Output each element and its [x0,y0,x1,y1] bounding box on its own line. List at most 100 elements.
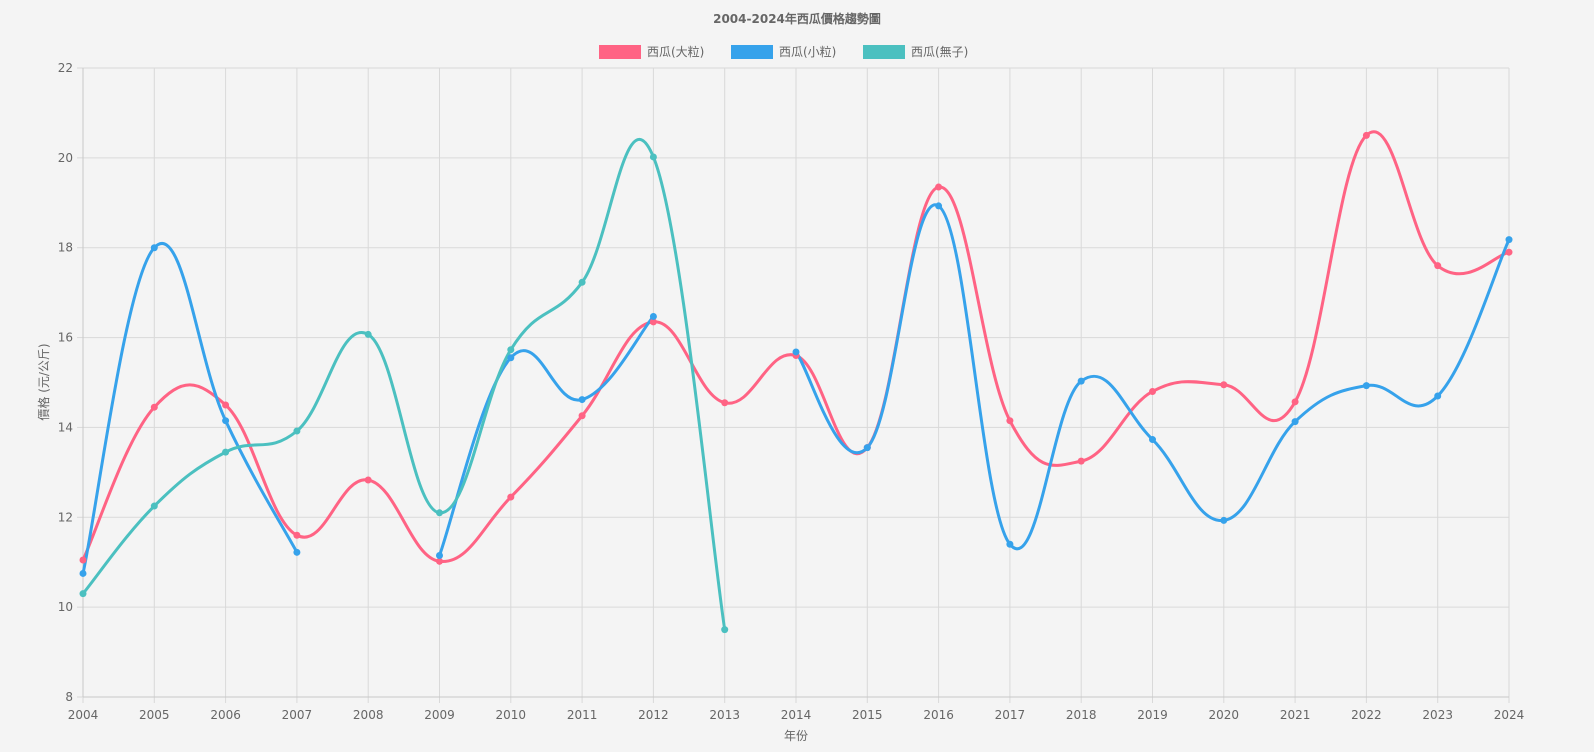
legend-swatch [599,45,641,59]
legend-label: 西瓜(無子) [911,44,968,59]
x-tick-label: 2019 [1137,708,1168,722]
data-point[interactable] [792,348,800,356]
x-tick-label: 2008 [353,708,384,722]
x-tick-label: 2007 [282,708,313,722]
x-tick-label: 2012 [638,708,669,722]
y-tick-label: 20 [58,151,73,165]
legend-swatch [731,45,773,59]
data-point[interactable] [293,531,301,539]
data-point[interactable] [79,556,87,564]
data-point[interactable] [578,396,586,404]
series-line [438,314,655,557]
data-point[interactable] [1505,248,1513,256]
y-axis-title: 價格 (元/公斤) [36,343,51,420]
legend: 西瓜(大粒) 西瓜(小粒) 西瓜(無子) [599,44,968,59]
y-tick-label: 8 [65,690,73,704]
data-point[interactable] [293,548,301,556]
data-point[interactable] [222,401,230,409]
data-point[interactable] [1149,387,1156,395]
series-line [794,203,1511,550]
grid [77,67,1510,703]
data-point[interactable] [507,354,515,362]
legend-item[interactable]: 西瓜(大粒) [599,44,704,59]
legend-swatch [863,45,905,59]
data-point[interactable] [721,399,729,407]
y-tick-label: 12 [58,510,73,524]
series-line [81,137,727,632]
data-point[interactable] [507,493,515,501]
data-point[interactable] [1505,236,1513,244]
data-point[interactable] [1220,516,1228,524]
x-axis-title: 年份 [784,729,808,743]
data-point[interactable] [79,590,87,598]
x-tick-label: 2009 [424,708,455,722]
data-point[interactable] [293,427,301,435]
data-point[interactable] [935,202,943,210]
x-tick-label: 2022 [1351,708,1382,722]
x-tick-label: 2005 [139,708,170,722]
data-point[interactable] [222,448,230,456]
data-point[interactable] [1291,398,1299,406]
x-tick-label: 2018 [1066,708,1097,722]
x-tick-label: 2013 [709,708,740,722]
data-point[interactable] [150,403,158,411]
legend-label: 西瓜(大粒) [647,44,704,59]
series-points [79,131,1513,634]
data-point[interactable] [150,244,158,252]
y-axis-ticks: 8 10 12 14 16 18 20 22 [58,61,73,704]
data-point[interactable] [222,417,230,425]
x-tick-label: 2021 [1280,708,1311,722]
data-point[interactable] [1220,381,1228,389]
data-point[interactable] [364,330,372,338]
data-point[interactable] [507,346,515,354]
data-point[interactable] [1077,377,1085,385]
data-point[interactable] [1006,540,1014,548]
data-point[interactable] [935,183,943,191]
x-tick-label: 2023 [1422,708,1453,722]
data-point[interactable] [364,476,372,484]
data-point[interactable] [436,551,443,559]
data-point[interactable] [649,318,657,326]
data-point[interactable] [721,626,729,634]
x-axis-ticks: 2004 2005 2006 2007 2008 2009 2010 2011 2012 2013… [68,708,1525,722]
legend-label: 西瓜(小粒) [779,44,836,59]
series-line [81,242,299,575]
data-point[interactable] [1362,131,1370,139]
x-tick-label: 2024 [1494,708,1525,722]
data-point[interactable] [863,444,871,452]
legend-item[interactable]: 西瓜(小粒) [731,44,836,59]
y-tick-label: 18 [58,241,73,255]
data-point[interactable] [79,569,87,577]
data-point[interactable] [436,509,443,517]
data-point[interactable] [1291,418,1299,426]
x-tick-label: 2015 [852,708,883,722]
data-point[interactable] [1006,417,1014,425]
y-tick-label: 16 [58,331,73,345]
data-point[interactable] [436,557,443,565]
x-tick-label: 2017 [995,708,1026,722]
y-tick-label: 22 [58,61,73,75]
data-point[interactable] [150,502,158,510]
x-tick-label: 2010 [496,708,527,722]
data-point[interactable] [578,278,586,286]
data-point[interactable] [649,153,657,161]
data-point[interactable] [1149,436,1156,444]
data-point[interactable] [1434,262,1442,270]
data-point[interactable] [1077,457,1085,465]
data-point[interactable] [1434,392,1442,400]
data-point[interactable] [578,412,586,420]
chart-title: 2004-2024年西瓜價格趨勢圖 [713,11,881,26]
x-tick-label: 2004 [68,708,99,722]
x-tick-label: 2016 [923,708,954,722]
data-point[interactable] [1362,382,1370,390]
x-tick-label: 2014 [781,708,812,722]
x-tick-label: 2011 [567,708,598,722]
x-tick-label: 2020 [1209,708,1240,722]
y-tick-label: 10 [58,600,73,614]
x-tick-label: 2006 [210,708,241,722]
y-tick-label: 14 [58,420,73,434]
legend-item[interactable]: 西瓜(無子) [863,44,968,59]
data-point[interactable] [649,312,657,320]
